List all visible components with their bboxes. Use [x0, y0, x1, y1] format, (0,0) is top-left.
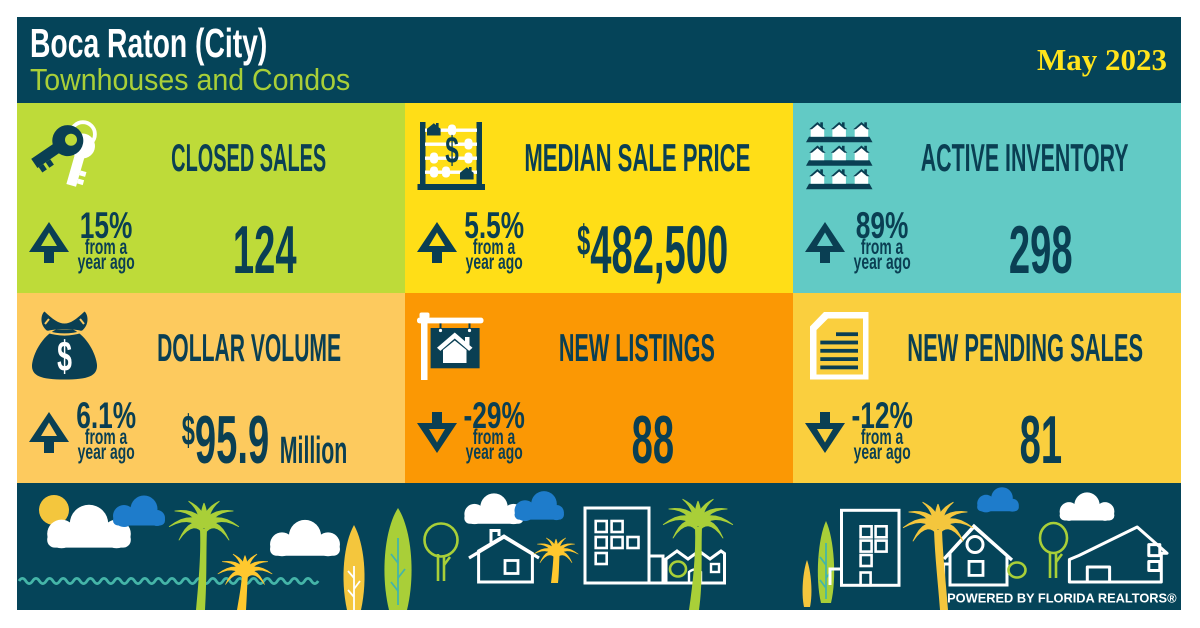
svg-text:POWERED BY FLORIDA REALTORS®: POWERED BY FLORIDA REALTORS®: [947, 591, 1177, 606]
svg-text:$: $: [445, 128, 459, 171]
svg-text:$: $: [57, 333, 72, 381]
